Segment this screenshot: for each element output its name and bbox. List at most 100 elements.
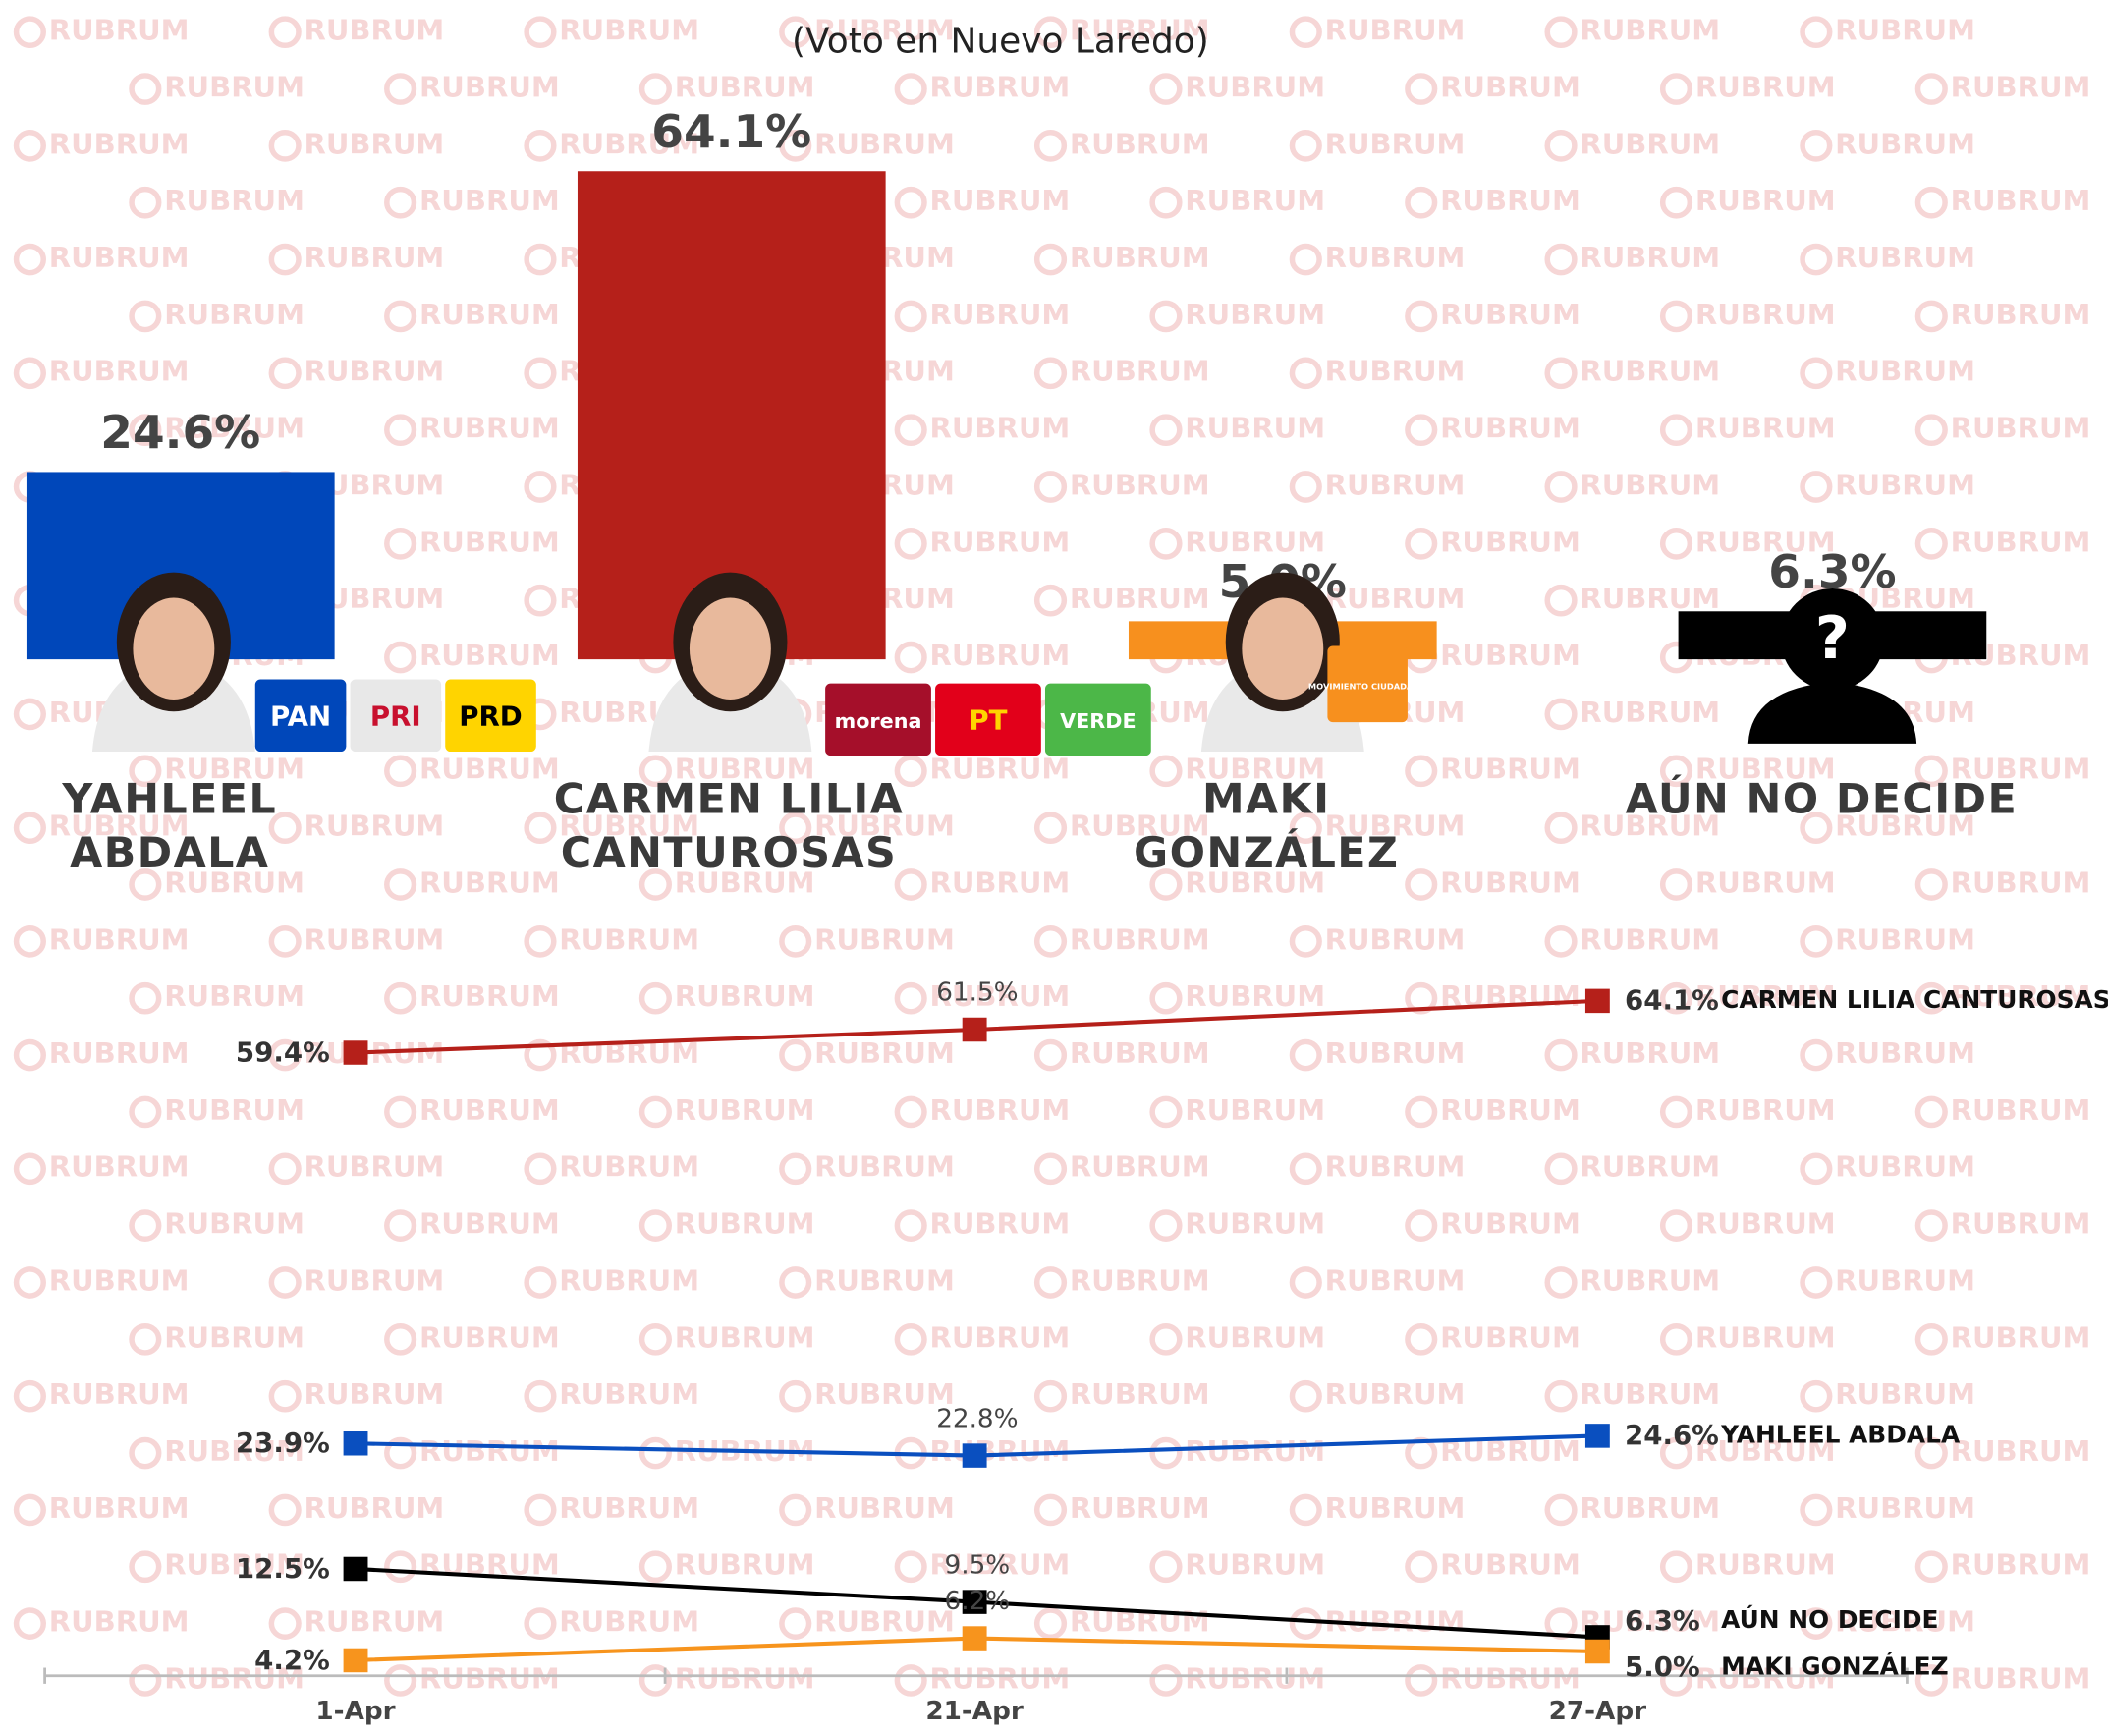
watermark: RUBRUM bbox=[49, 14, 190, 47]
marker bbox=[1584, 1424, 1610, 1448]
watermark-icon bbox=[1659, 1209, 1693, 1242]
watermark: RUBRUM bbox=[1325, 1491, 1466, 1525]
watermark-icon bbox=[1544, 698, 1578, 731]
value-label: 61.5% bbox=[936, 979, 1018, 1008]
watermark-icon bbox=[1914, 528, 1948, 560]
watermark: RUBRUM bbox=[1070, 1264, 1210, 1298]
watermark: RUBRUM bbox=[1440, 298, 1581, 331]
watermark-icon bbox=[1659, 186, 1693, 219]
watermark: RUBRUM bbox=[305, 1491, 445, 1525]
watermark: RUBRUM bbox=[1070, 1036, 1210, 1070]
watermark-icon bbox=[894, 186, 927, 219]
marker bbox=[962, 1590, 987, 1614]
watermark: RUBRUM bbox=[559, 1605, 699, 1639]
watermark-icon bbox=[1659, 1323, 1693, 1356]
watermark: RUBRUM bbox=[1835, 14, 1975, 47]
watermark-icon bbox=[1544, 812, 1578, 844]
watermark-icon bbox=[1405, 755, 1438, 788]
watermark: RUBRUM bbox=[1695, 753, 1836, 786]
watermark-icon bbox=[1659, 1436, 1693, 1470]
party-logo bbox=[825, 683, 931, 756]
watermark-icon bbox=[1914, 1664, 1948, 1697]
watermark: RUBRUM bbox=[814, 1377, 955, 1411]
value-label: 4.2% bbox=[254, 1646, 330, 1676]
watermark-icon bbox=[1800, 925, 1833, 958]
watermark: RUBRUM bbox=[1695, 1093, 1836, 1127]
watermark: RUBRUM bbox=[1440, 639, 1581, 672]
watermark-icon bbox=[779, 130, 812, 162]
watermark: RUBRUM bbox=[305, 355, 445, 388]
x-axis bbox=[43, 1667, 1909, 1684]
watermark: RUBRUM bbox=[1185, 298, 1325, 331]
watermark: RUBRUM bbox=[559, 1150, 699, 1184]
watermark-icon bbox=[268, 1607, 302, 1640]
watermark-icon bbox=[1149, 73, 1183, 105]
watermark: RUBRUM bbox=[1185, 1434, 1325, 1468]
watermark: RUBRUM bbox=[164, 412, 305, 445]
watermark-icon bbox=[1033, 1152, 1068, 1186]
watermark-icon bbox=[1544, 16, 1578, 49]
watermark-icon bbox=[1800, 812, 1833, 844]
watermark-icon bbox=[894, 1209, 927, 1242]
watermark: RUBRUM bbox=[1835, 241, 1975, 274]
watermark-icon bbox=[1289, 1266, 1322, 1299]
watermark: RUBRUM bbox=[1695, 867, 1836, 900]
watermark-icon bbox=[1149, 868, 1183, 901]
watermark-icon bbox=[13, 16, 46, 49]
watermark-icon bbox=[1914, 755, 1948, 788]
watermark: RUBRUM bbox=[930, 412, 1071, 445]
watermark-icon bbox=[1289, 812, 1322, 844]
watermark-icon bbox=[1033, 1038, 1068, 1072]
watermark: RUBRUM bbox=[49, 1150, 190, 1184]
watermark-icon bbox=[1033, 130, 1068, 162]
party-logo-text: MOVIMIENTO CIUDADANO bbox=[1308, 682, 1426, 692]
watermark: RUBRUM bbox=[1325, 128, 1466, 161]
watermark: RUBRUM bbox=[1070, 355, 1210, 388]
watermark: RUBRUM bbox=[675, 1207, 815, 1241]
watermark-icon bbox=[13, 812, 46, 844]
value-label: 5.0% bbox=[1625, 1652, 1700, 1683]
watermark: RUBRUM bbox=[1070, 582, 1210, 615]
party-logo bbox=[350, 679, 442, 753]
watermark-icon bbox=[1914, 981, 1948, 1015]
watermark-icon bbox=[13, 1038, 46, 1072]
party-logo bbox=[1327, 645, 1408, 723]
watermark: RUBRUM bbox=[1695, 71, 1836, 104]
watermark: RUBRUM bbox=[1185, 1207, 1325, 1241]
watermark: RUBRUM bbox=[49, 1491, 190, 1525]
watermark-icon bbox=[13, 1607, 46, 1640]
watermark: RUBRUM bbox=[419, 412, 560, 445]
party-logo-text: PAN bbox=[270, 702, 331, 733]
watermark: RUBRUM bbox=[675, 1548, 815, 1582]
watermark: RUBRUM bbox=[1695, 1662, 1836, 1696]
watermark-icon bbox=[894, 641, 927, 674]
watermark-icon bbox=[384, 186, 417, 219]
watermark: RUBRUM bbox=[814, 1605, 955, 1639]
watermark: RUBRUM bbox=[1695, 184, 1836, 217]
watermark: RUBRUM bbox=[49, 1377, 190, 1411]
watermark: RUBRUM bbox=[164, 980, 305, 1013]
watermark-icon bbox=[1659, 1095, 1693, 1129]
watermark-icon bbox=[384, 981, 417, 1015]
watermark: RUBRUM bbox=[164, 1207, 305, 1241]
watermark-icon bbox=[1149, 300, 1183, 333]
watermark: RUBRUM bbox=[1580, 1264, 1720, 1298]
watermark: RUBRUM bbox=[1440, 412, 1581, 445]
watermark: RUBRUM bbox=[1951, 1320, 2091, 1354]
watermark-icon bbox=[524, 1493, 557, 1527]
watermark-icon bbox=[1405, 1436, 1438, 1470]
watermark-icon bbox=[1033, 1266, 1068, 1299]
watermark: RUBRUM bbox=[814, 1036, 955, 1070]
watermark: RUBRUM bbox=[930, 1662, 1071, 1696]
watermark-icon bbox=[524, 1266, 557, 1299]
watermark-icon bbox=[894, 1664, 927, 1697]
watermark: RUBRUM bbox=[49, 923, 190, 956]
watermark: RUBRUM bbox=[1835, 128, 1975, 161]
watermark: RUBRUM bbox=[930, 71, 1071, 104]
watermark: RUBRUM bbox=[164, 1434, 305, 1468]
marker bbox=[962, 1443, 987, 1468]
watermark: RUBRUM bbox=[305, 810, 445, 843]
watermark-icon bbox=[1405, 1550, 1438, 1584]
watermark: RUBRUM bbox=[1440, 526, 1581, 559]
watermark-icon bbox=[1544, 1379, 1578, 1413]
